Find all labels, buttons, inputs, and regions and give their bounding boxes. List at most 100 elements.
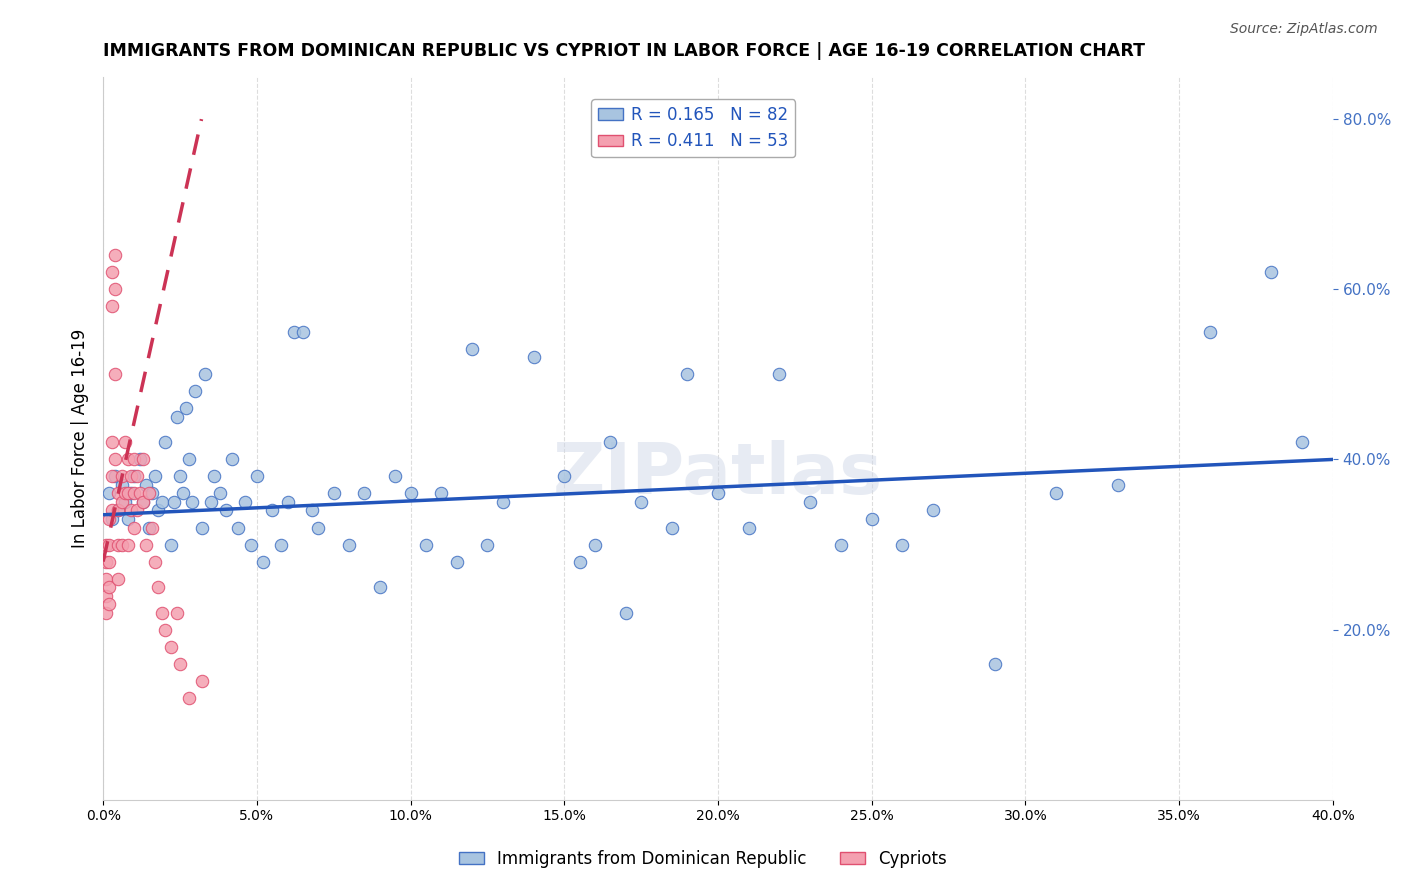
Point bbox=[150, 495, 173, 509]
Point bbox=[661, 520, 683, 534]
Point bbox=[768, 368, 790, 382]
Point bbox=[98, 555, 121, 569]
Point bbox=[166, 606, 188, 620]
Point bbox=[138, 520, 160, 534]
Point bbox=[107, 572, 129, 586]
Point bbox=[568, 555, 591, 569]
Point bbox=[110, 495, 132, 509]
Point bbox=[132, 452, 155, 467]
Point bbox=[190, 520, 212, 534]
Point bbox=[384, 469, 406, 483]
Point bbox=[353, 486, 375, 500]
Point bbox=[179, 452, 201, 467]
Point bbox=[96, 537, 118, 551]
Text: Source: ZipAtlas.com: Source: ZipAtlas.com bbox=[1230, 22, 1378, 37]
Point bbox=[101, 435, 124, 450]
Point bbox=[132, 495, 155, 509]
Point bbox=[117, 452, 139, 467]
Point bbox=[202, 469, 225, 483]
Point bbox=[169, 469, 191, 483]
Point bbox=[174, 401, 197, 416]
Point bbox=[252, 555, 274, 569]
Point bbox=[830, 537, 852, 551]
Point bbox=[145, 555, 167, 569]
Point bbox=[114, 486, 136, 500]
Point bbox=[107, 486, 129, 500]
Point bbox=[368, 580, 391, 594]
Point bbox=[122, 469, 145, 483]
Point bbox=[96, 555, 118, 569]
Point bbox=[228, 520, 250, 534]
Point bbox=[101, 503, 124, 517]
Point bbox=[430, 486, 453, 500]
Point bbox=[630, 495, 652, 509]
Point bbox=[1291, 435, 1313, 450]
Point bbox=[583, 537, 606, 551]
Point bbox=[117, 512, 139, 526]
Point bbox=[461, 342, 484, 356]
Point bbox=[153, 435, 176, 450]
Point bbox=[120, 486, 142, 500]
Point bbox=[122, 486, 145, 500]
Point bbox=[184, 384, 207, 399]
Point bbox=[860, 512, 883, 526]
Point bbox=[104, 282, 127, 296]
Point bbox=[163, 495, 186, 509]
Point bbox=[132, 495, 155, 509]
Point bbox=[1260, 265, 1282, 279]
Point bbox=[262, 503, 284, 517]
Point bbox=[125, 503, 148, 517]
Point bbox=[983, 657, 1005, 671]
Point bbox=[145, 469, 167, 483]
Point bbox=[799, 495, 821, 509]
Point bbox=[707, 486, 730, 500]
Text: IMMIGRANTS FROM DOMINICAN REPUBLIC VS CYPRIOT IN LABOR FORCE | AGE 16-19 CORRELA: IMMIGRANTS FROM DOMINICAN REPUBLIC VS CY… bbox=[103, 42, 1144, 60]
Point bbox=[169, 657, 191, 671]
Point bbox=[96, 589, 118, 603]
Point bbox=[159, 640, 181, 654]
Point bbox=[107, 503, 129, 517]
Point bbox=[221, 452, 243, 467]
Point bbox=[159, 537, 181, 551]
Point bbox=[104, 368, 127, 382]
Point bbox=[129, 486, 152, 500]
Point bbox=[101, 299, 124, 313]
Point bbox=[110, 478, 132, 492]
Point bbox=[120, 503, 142, 517]
Point bbox=[246, 469, 269, 483]
Point bbox=[110, 537, 132, 551]
Point bbox=[181, 495, 204, 509]
Point bbox=[148, 580, 170, 594]
Point bbox=[122, 520, 145, 534]
Point bbox=[98, 486, 121, 500]
Point bbox=[135, 537, 157, 551]
Point bbox=[125, 469, 148, 483]
Point bbox=[110, 469, 132, 483]
Point bbox=[129, 452, 152, 467]
Point bbox=[104, 248, 127, 262]
Point bbox=[98, 597, 121, 611]
Point bbox=[150, 606, 173, 620]
Point bbox=[101, 512, 124, 526]
Point bbox=[200, 495, 222, 509]
Point bbox=[194, 368, 217, 382]
Point bbox=[737, 520, 759, 534]
Point bbox=[148, 503, 170, 517]
Point bbox=[614, 606, 637, 620]
Point bbox=[166, 409, 188, 424]
Point bbox=[415, 537, 437, 551]
Point bbox=[138, 486, 160, 500]
Point bbox=[117, 486, 139, 500]
Point bbox=[922, 503, 945, 517]
Point bbox=[337, 537, 360, 551]
Point bbox=[122, 452, 145, 467]
Point bbox=[104, 469, 127, 483]
Point bbox=[233, 495, 256, 509]
Point bbox=[120, 469, 142, 483]
Point bbox=[96, 606, 118, 620]
Point bbox=[307, 520, 329, 534]
Point bbox=[153, 623, 176, 637]
Point bbox=[277, 495, 299, 509]
Point bbox=[239, 537, 262, 551]
Text: ZIPatlas: ZIPatlas bbox=[553, 440, 883, 508]
